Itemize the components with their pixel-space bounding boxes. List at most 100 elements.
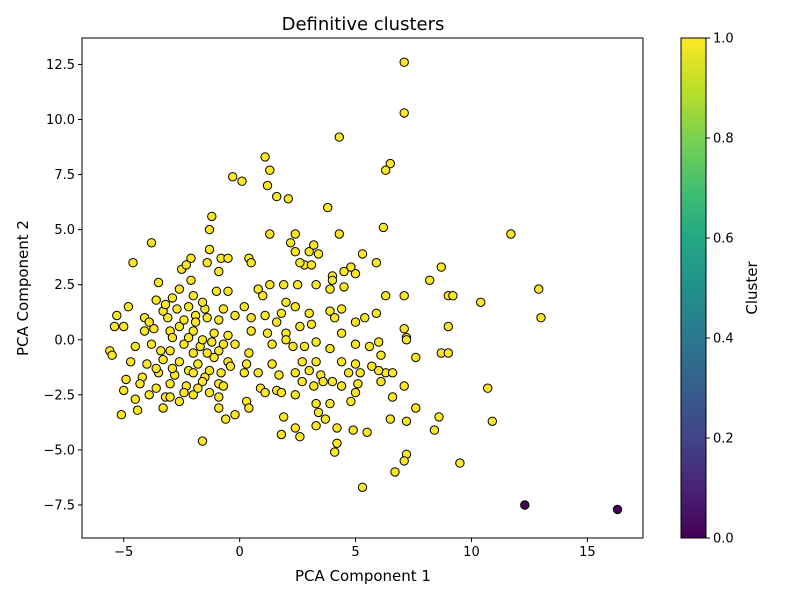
data-point-cluster-1 — [378, 222, 389, 233]
data-point-cluster-1 — [167, 363, 178, 374]
data-point-cluster-1 — [225, 361, 236, 371]
data-point-cluster-1 — [339, 282, 349, 292]
data-point-cluster-1 — [290, 368, 300, 378]
data-point-cluster-1 — [246, 313, 256, 323]
data-point-cluster-1 — [183, 332, 194, 343]
data-point-cluster-1 — [183, 302, 194, 312]
chart-title: Definitive clusters — [282, 14, 445, 35]
data-point-cluster-1 — [429, 425, 440, 435]
data-point-cluster-1 — [350, 317, 361, 327]
data-point-cluster-1 — [295, 432, 305, 442]
data-point-cluster-1 — [214, 403, 224, 413]
data-point-cluster-1 — [295, 321, 305, 332]
data-point-cluster-1 — [299, 341, 310, 352]
data-point-cluster-1 — [197, 335, 208, 345]
data-point-cluster-1 — [121, 374, 131, 385]
x-tick-label: 5 — [351, 545, 359, 560]
data-point-cluster-0 — [612, 504, 623, 515]
data-point-cluster-1 — [297, 376, 307, 387]
data-point-cluster-1 — [304, 365, 314, 376]
data-point-cluster-1 — [186, 275, 196, 285]
data-point-cluster-1 — [401, 335, 412, 345]
data-point-cluster-1 — [411, 403, 421, 413]
data-point-cluster-1 — [207, 337, 217, 347]
data-point-cluster-1 — [272, 317, 282, 327]
data-point-cluster-1 — [443, 348, 453, 358]
data-point-cluster-1 — [267, 359, 277, 369]
data-point-cluster-1 — [262, 180, 273, 191]
colorbar-tick-label: 0.6 — [713, 232, 734, 247]
data-point-cluster-1 — [119, 321, 129, 332]
colorbar-tick-label: 1.0 — [713, 32, 734, 47]
data-point-cluster-1 — [288, 341, 298, 352]
data-point-cluster-1 — [130, 341, 141, 352]
data-point-cluster-1 — [357, 482, 368, 492]
data-point-cluster-1 — [313, 249, 324, 259]
data-point-cluster-1 — [506, 229, 516, 239]
data-point-cluster-1 — [193, 359, 203, 369]
y-axis-ticks: −7.5 −5.0 −2.5 0.0 2.5 5.0 7.5 10.0 12.5 — [43, 58, 82, 513]
data-point-cluster-1 — [260, 387, 270, 398]
data-point-cluster-1 — [276, 429, 287, 440]
data-point-cluster-1 — [346, 262, 356, 272]
data-point-cluster-1 — [290, 302, 300, 312]
data-point-cluster-1 — [276, 387, 287, 398]
data-point-cluster-1 — [355, 368, 365, 378]
data-point-cluster-1 — [151, 295, 161, 305]
data-point-cluster-1 — [350, 339, 361, 349]
data-point-cluster-1 — [253, 284, 263, 294]
data-point-cluster-1 — [399, 456, 409, 466]
y-tick-label: 2.5 — [54, 278, 75, 293]
data-point-cluster-1 — [339, 266, 349, 277]
colorbar-title: Cluster — [743, 261, 761, 315]
x-tick-label: −5 — [114, 545, 133, 560]
data-point-cluster-1 — [197, 436, 208, 446]
data-point-cluster-1 — [239, 302, 250, 312]
data-point-cluster-1 — [285, 238, 296, 248]
data-point-cluster-1 — [311, 398, 321, 409]
data-point-cluster-1 — [223, 253, 233, 263]
data-point-cluster-1 — [209, 352, 219, 363]
data-point-cluster-1 — [476, 297, 486, 307]
colorbar-ticks: 0.0 0.2 0.4 0.6 0.8 1.0 — [706, 32, 734, 547]
y-tick-label: −7.5 — [43, 498, 75, 513]
data-point-cluster-1 — [353, 379, 363, 389]
data-point-cluster-1 — [174, 396, 185, 407]
data-point-cluster-1 — [179, 339, 189, 349]
data-point-cluster-1 — [325, 398, 335, 409]
data-point-cluster-1 — [244, 403, 254, 413]
y-tick-label: 7.5 — [54, 168, 75, 183]
data-point-cluster-1 — [218, 304, 229, 314]
data-point-cluster-1 — [330, 447, 340, 457]
data-point-cluster-1 — [327, 275, 338, 285]
data-point-cluster-1 — [309, 240, 319, 250]
data-point-cluster-1 — [214, 315, 224, 325]
data-point-cluster-1 — [218, 381, 229, 391]
data-point-cluster-1 — [174, 321, 185, 332]
data-point-cluster-1 — [292, 280, 303, 290]
data-point-cluster-1 — [165, 392, 175, 402]
data-point-cluster-1 — [318, 376, 328, 387]
data-point-cluster-1 — [239, 368, 250, 378]
data-point-cluster-1 — [167, 293, 178, 303]
data-point-cluster-1 — [186, 253, 196, 263]
data-point-cluster-1 — [536, 313, 546, 323]
data-point-cluster-1 — [295, 258, 305, 268]
data-point-cluster-1 — [399, 291, 409, 301]
colorbar-tick-label: 0.0 — [713, 532, 734, 547]
data-point-cluster-1 — [367, 361, 377, 371]
data-point-cluster-1 — [204, 224, 215, 235]
data-point-cluster-1 — [204, 387, 215, 398]
data-point-cluster-1 — [336, 304, 347, 314]
data-point-cluster-1 — [165, 346, 175, 356]
data-point-cluster-1 — [360, 313, 370, 323]
data-point-cluster-1 — [425, 275, 435, 285]
data-point-cluster-1 — [332, 423, 342, 433]
data-point-cluster-1 — [165, 379, 175, 389]
data-point-cluster-1 — [362, 427, 372, 437]
data-point-cluster-1 — [260, 310, 270, 321]
data-point-cluster-1 — [151, 363, 161, 374]
y-axis-title: PCA Component 2 — [14, 220, 32, 356]
data-point-cluster-1 — [123, 302, 134, 312]
